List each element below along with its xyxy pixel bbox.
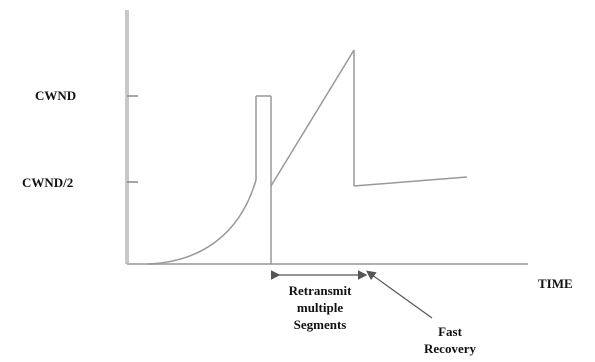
annotation-retransmit: Retransmit multiple Segments <box>268 282 372 333</box>
retransmit-line-2: multiple <box>296 300 344 315</box>
annotation-fast-recovery: Fast Recovery <box>415 323 485 357</box>
congestion-avoidance-ramp <box>270 49 355 187</box>
fast-recovery-arrow <box>366 270 433 319</box>
label-time: TIME <box>538 276 573 291</box>
fast-recovery-line-1: Fast <box>438 324 462 339</box>
retransmit-line-3: Segments <box>293 317 347 332</box>
label-cwnd: CWND <box>35 88 77 103</box>
slow-start-curve <box>147 96 257 265</box>
fast-recovery-line <box>353 176 468 187</box>
fast-recovery-line-2: Recovery <box>424 341 476 356</box>
retransmit-line-1: Retransmit <box>288 283 352 298</box>
label-cwnd-half: CWND/2 <box>22 175 74 190</box>
